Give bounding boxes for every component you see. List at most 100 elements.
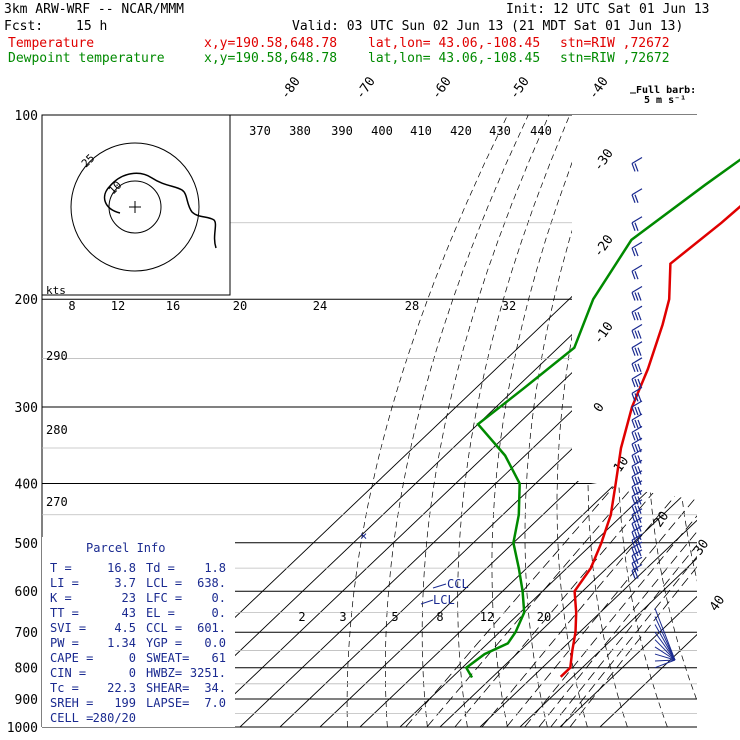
dewpoint-trace — [464, 158, 740, 679]
isotherm-30 — [559, 595, 697, 727]
barb-shaft — [631, 480, 643, 488]
parcel-row-5-value-2: 0.0 — [204, 636, 226, 650]
barb-flag — [631, 393, 636, 402]
isotherm--60 — [199, 253, 697, 727]
barb-flag — [634, 311, 639, 321]
barb-flag — [634, 570, 639, 579]
barb-flag — [631, 563, 636, 572]
barb-shaft — [654, 646, 676, 661]
barb-shaft — [631, 400, 643, 408]
barb-shaft — [631, 489, 643, 497]
theta-labels: 370 380 390 400 410 420 430 440 — [249, 124, 552, 138]
barb-flag — [634, 443, 639, 453]
barb-flag — [631, 505, 636, 514]
barb-flag — [631, 347, 636, 356]
wind-barb-255 — [631, 357, 643, 373]
barb-shaft — [631, 341, 643, 349]
temperature-label--60: -60 — [429, 74, 455, 102]
mixing-ratio-label-20: 20 — [233, 299, 247, 313]
parcel-row-0-label-2: Td = — [146, 561, 175, 575]
barb-key-title: Full barb: — [636, 85, 696, 96]
barb-flag — [631, 247, 636, 257]
mixing-ratio-low-label-3: 3 — [339, 610, 346, 624]
barb-shaft — [631, 448, 643, 456]
barb-flag — [631, 496, 636, 505]
barb-flag — [631, 486, 636, 495]
wind-barb-low-760 — [654, 653, 676, 661]
temperature-label--70: -70 — [353, 74, 379, 102]
barb-flag — [634, 222, 639, 231]
parcel-row-2-label-1: K = — [50, 591, 72, 605]
barb-shaft — [631, 425, 643, 433]
barb-shaft — [631, 508, 643, 516]
wind-barb-225 — [631, 324, 643, 339]
parcel-info-box: Parcel Info T = 16.8 Td = 1.8 LI = 3.7 LCL = 63… — [42, 537, 235, 727]
wind-barb-285 — [631, 386, 643, 402]
barb-flag — [631, 163, 636, 172]
legend-temperature-latlon: lat,lon= 43.06,-108.45 — [368, 36, 541, 51]
parcel-row-6-value-1: 0 — [129, 651, 136, 665]
barb-shaft — [631, 216, 643, 224]
barb-shaft — [631, 264, 643, 272]
parcel-row-5-label-1: PW = — [50, 636, 79, 650]
barb-shaft — [631, 563, 643, 572]
mixing-ratio-low-label-12: 12 — [480, 610, 494, 624]
hodograph-trace — [103, 172, 217, 249]
theta-label-430: 430 — [489, 124, 511, 138]
parcel-row-9-value-1: 199 — [114, 696, 136, 710]
barb-flag — [631, 330, 636, 339]
isotherm--50 — [239, 291, 697, 727]
barb-flag — [631, 419, 636, 429]
hodograph-inset: 25 10 kts — [41, 114, 231, 297]
mixing-ratio-label-28: 28 — [405, 299, 419, 313]
barb-flag — [634, 406, 639, 416]
barb-flag — [631, 378, 636, 388]
barb-flag — [634, 547, 639, 557]
kts-label: kts — [46, 284, 66, 297]
parcel-row-0-label-1: T = — [50, 561, 72, 575]
wind-barb-555 — [631, 563, 643, 579]
parcel-row-7-value-2: 3251. — [190, 666, 226, 680]
barb-shaft — [654, 659, 676, 662]
adiabat-labels: 290 280 270 — [46, 349, 68, 509]
parcel-row-1-value-2: 638. — [197, 576, 226, 590]
pressure-tick-900: 900 — [15, 693, 38, 708]
parcel-row-8-label-1: Tc = — [50, 681, 79, 695]
temperature-label-30: 30 — [691, 537, 712, 558]
temperature-label-40: 40 — [707, 593, 728, 614]
barb-flag — [631, 194, 636, 203]
barb-flag — [631, 476, 636, 485]
parcel-row-7-label-1: CIN = — [50, 666, 86, 680]
barb-shaft — [631, 459, 643, 467]
forecast-hour: 15 h — [76, 19, 108, 34]
theta-label-390: 390 — [331, 124, 353, 138]
parcel-row-3-label-2: EL = — [146, 606, 175, 620]
parcel-row-8-value-1: 22.3 — [107, 681, 136, 695]
barb-flag — [637, 406, 642, 416]
init-time: Init: 12 UTC Sat 01 Jun 13 — [506, 2, 710, 17]
wind-barb-low-720 — [654, 639, 676, 661]
parcel-row-3-label-1: TT = — [50, 606, 79, 620]
barb-key-units: 5 m s⁻¹ — [644, 95, 686, 106]
wind-barb-low-800 — [654, 659, 676, 669]
parcel-row-9-label-2: LAPSE= — [146, 696, 189, 710]
barb-flag — [637, 393, 642, 402]
parcel-row-5-label-2: YGP = — [146, 636, 182, 650]
barb-flag — [637, 363, 642, 373]
barb-shaft — [631, 324, 643, 332]
temperature-label-20: 20 — [651, 509, 672, 530]
forecast-label: Fcst: — [4, 19, 44, 34]
parcel-row-7-value-1: 0 — [129, 666, 136, 680]
parcel-row-6-label-1: CAPE = — [50, 651, 93, 665]
barb-flag — [631, 271, 636, 280]
mixing-ratio-label-32: 32 — [502, 299, 516, 313]
mixing-ratio-16 — [524, 515, 697, 727]
barb-shaft — [631, 516, 643, 524]
parcel-row-6-label-2: SWEAT= — [146, 651, 189, 665]
barb-flag — [634, 363, 639, 373]
barb-flag — [631, 432, 636, 441]
wind-barb-195 — [631, 285, 643, 301]
mixing-ratio-label-8: 8 — [68, 299, 75, 313]
wind-barb-360 — [631, 448, 643, 464]
